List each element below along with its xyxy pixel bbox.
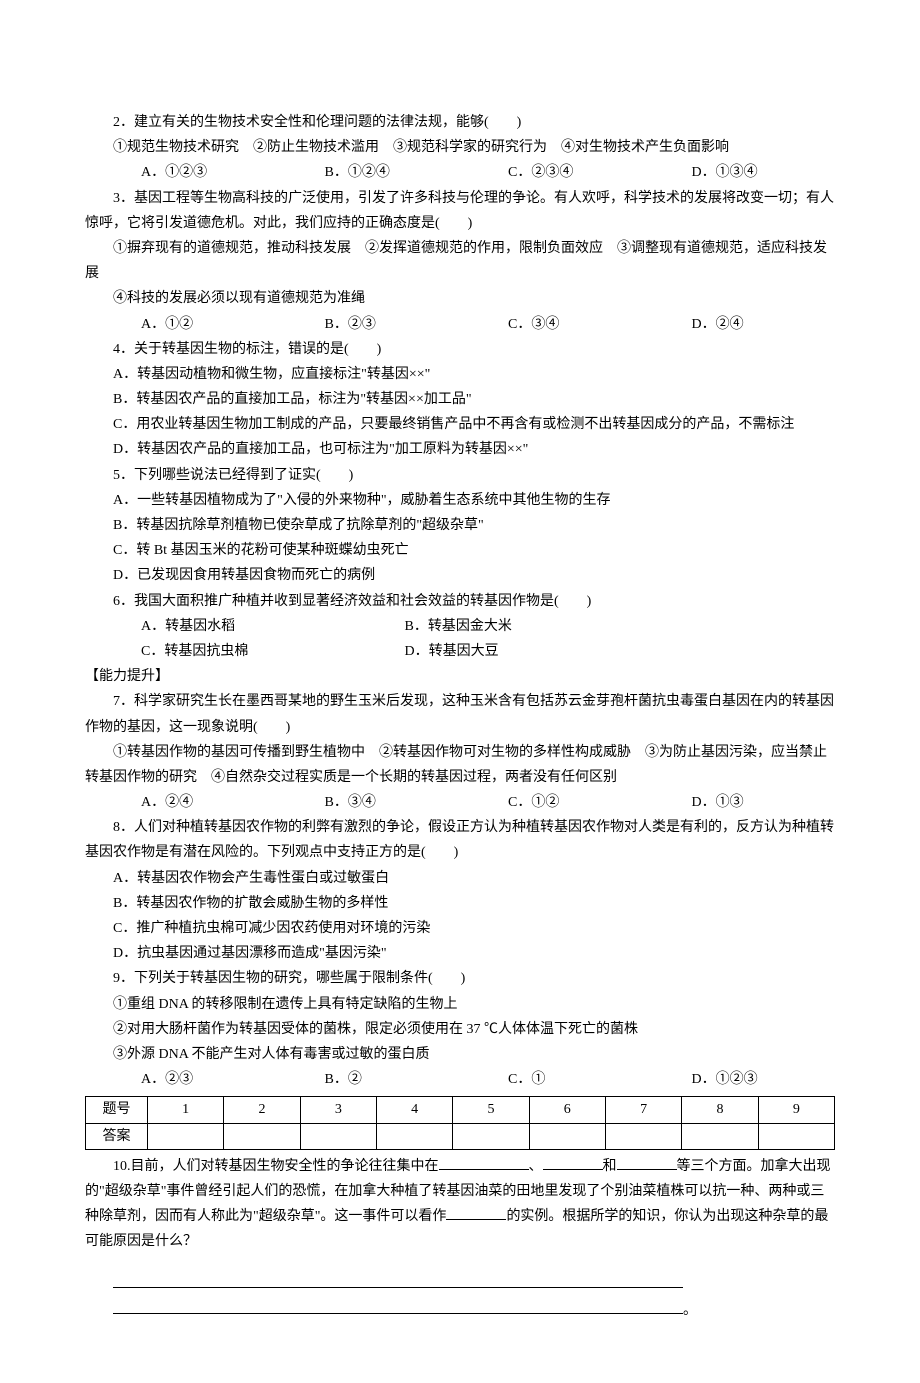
q6-stem: 6．我国大面积推广种植并收到显著经济效益和社会效益的转基因作物是( ) bbox=[85, 589, 835, 614]
q9-stem: 9．下列关于转基因生物的研究，哪些属于限制条件( ) bbox=[85, 966, 835, 991]
q8-opt-b: B．转基因农作物的扩散会威胁生物的多样性 bbox=[85, 891, 835, 916]
q3-sub2: ④科技的发展必须以现有道德规范为准绳 bbox=[85, 286, 835, 311]
row1-label: 题号 bbox=[86, 1097, 148, 1123]
q3-stem: 3．基因工程等生物高科技的广泛使用，引发了许多科技与伦理的争论。有人欢呼，科学技… bbox=[85, 186, 835, 236]
q4-opt-a: A．转基因动植物和微生物，应直接标注"转基因××" bbox=[85, 362, 835, 387]
col-9: 9 bbox=[758, 1097, 834, 1123]
blank-line-1 bbox=[113, 1274, 683, 1288]
answer-line-2: 。 bbox=[85, 1298, 835, 1323]
q7-stem: 7．科学家研究生长在墨西哥某地的野生玉米后发现，这种玉米含有包括苏云金芽孢杆菌抗… bbox=[85, 689, 835, 739]
col-4: 4 bbox=[376, 1097, 452, 1123]
table-row-answers: 答案 bbox=[86, 1123, 835, 1149]
q5-opt-a: A．一些转基因植物成为了"入侵的外来物种"，威胁着生态系统中其他生物的生存 bbox=[85, 488, 835, 513]
q2-subs: ①规范生物技术研究 ②防止生物技术滥用 ③规范科学家的研究行为 ④对生物技术产生… bbox=[85, 135, 835, 160]
q10-mid2: 和 bbox=[603, 1159, 617, 1174]
q9-opt-c: C．① bbox=[480, 1067, 660, 1092]
q2-stem: 2．建立有关的生物技术安全性和伦理问题的法律法规，能够( ) bbox=[85, 110, 835, 135]
q9-opt-b: B．② bbox=[297, 1067, 477, 1092]
q9-s2: ②对用大肠杆菌作为转基因受体的菌株，限定必须使用在 37 ℃人体体温下死亡的菌株 bbox=[85, 1017, 835, 1042]
q7-subs: ①转基因作物的基因可传播到野生植物中 ②转基因作物可对生物的多样性构成威胁 ③为… bbox=[85, 740, 835, 790]
q4-opt-d: D．转基因农产品的直接加工品，也可标注为"加工原料为转基因××" bbox=[85, 437, 835, 462]
q10-body: 10.目前，人们对转基因生物安全性的争论往往集中在、和等三个方面。加拿大出现的"… bbox=[85, 1154, 835, 1255]
blank-1 bbox=[439, 1156, 529, 1170]
answer-line-1 bbox=[85, 1272, 835, 1297]
q6-options-2: C．转基因抗虫棉 D．转基因大豆 bbox=[85, 639, 835, 664]
q7-opt-c: C．①② bbox=[480, 790, 660, 815]
q3-sub1: ①摒弃现有的道德规范，推动科技发展 ②发挥道德规范的作用，限制负面效应 ③调整现… bbox=[85, 236, 835, 286]
row2-label: 答案 bbox=[86, 1123, 148, 1149]
q7-opt-a: A．②④ bbox=[113, 790, 293, 815]
q8-opt-d: D．抗虫基因通过基因漂移而造成"基因污染" bbox=[85, 941, 835, 966]
q10-mid1: 、 bbox=[529, 1159, 543, 1174]
ans-1 bbox=[148, 1123, 224, 1149]
q8-opt-a: A．转基因农作物会产生毒性蛋白或过敏蛋白 bbox=[85, 866, 835, 891]
q3-opt-a: A．①② bbox=[113, 312, 293, 337]
q7-opt-b: B．③④ bbox=[297, 790, 477, 815]
blank-4 bbox=[446, 1206, 506, 1220]
q7-options: A．②④ B．③④ C．①② D．①③ bbox=[85, 790, 835, 815]
q9-opt-d: D．①②③ bbox=[664, 1067, 758, 1092]
q10-pre: 10.目前，人们对转基因生物安全性的争论往往集中在 bbox=[113, 1159, 439, 1174]
q9-s1: ①重组 DNA 的转移限制在遗传上具有特定缺陷的生物上 bbox=[85, 992, 835, 1017]
col-2: 2 bbox=[224, 1097, 300, 1123]
q7-opt-d: D．①③ bbox=[664, 790, 744, 815]
ans-6 bbox=[529, 1123, 605, 1149]
ans-3 bbox=[300, 1123, 376, 1149]
q3-opt-b: B．②③ bbox=[297, 312, 477, 337]
ans-9 bbox=[758, 1123, 834, 1149]
ans-4 bbox=[376, 1123, 452, 1149]
q6-opt-d: D．转基因大豆 bbox=[377, 639, 499, 664]
q5-opt-b: B．转基因抗除草剂植物已使杂草成了抗除草剂的"超级杂草" bbox=[85, 513, 835, 538]
col-7: 7 bbox=[605, 1097, 681, 1123]
q6-opt-c: C．转基因抗虫棉 bbox=[113, 639, 373, 664]
q9-opt-a: A．②③ bbox=[113, 1067, 293, 1092]
q3-options: A．①② B．②③ C．③④ D．②④ bbox=[85, 312, 835, 337]
q6-opt-b: B．转基因金大米 bbox=[377, 614, 512, 639]
table-row-header: 题号 1 2 3 4 5 6 7 8 9 bbox=[86, 1097, 835, 1123]
col-1: 1 bbox=[148, 1097, 224, 1123]
q9-options: A．②③ B．② C．① D．①②③ bbox=[85, 1067, 835, 1092]
col-3: 3 bbox=[300, 1097, 376, 1123]
q8-stem: 8．人们对种植转基因农作物的利弊有激烈的争论，假设正方认为种植转基因农作物对人类… bbox=[85, 815, 835, 865]
ans-2 bbox=[224, 1123, 300, 1149]
col-8: 8 bbox=[682, 1097, 758, 1123]
q2-opt-a: A．①②③ bbox=[113, 160, 293, 185]
q2-opt-c: C．②③④ bbox=[480, 160, 660, 185]
q4-opt-c: C．用农业转基因生物加工制成的产品，只要最终销售产品中不再含有或检测不出转基因成… bbox=[85, 412, 835, 437]
q6-options-1: A．转基因水稻 B．转基因金大米 bbox=[85, 614, 835, 639]
q3-opt-d: D．②④ bbox=[664, 312, 744, 337]
q4-stem: 4．关于转基因生物的标注，错误的是( ) bbox=[85, 337, 835, 362]
q2-opt-d: D．①③④ bbox=[664, 160, 758, 185]
col-5: 5 bbox=[453, 1097, 529, 1123]
q8-opt-c: C．推广种植抗虫棉可减少因农药使用对环境的污染 bbox=[85, 916, 835, 941]
answer-table: 题号 1 2 3 4 5 6 7 8 9 答案 bbox=[85, 1096, 835, 1149]
q3-opt-c: C．③④ bbox=[480, 312, 660, 337]
col-6: 6 bbox=[529, 1097, 605, 1123]
q2-opt-b: B．①②④ bbox=[297, 160, 477, 185]
ans-5 bbox=[453, 1123, 529, 1149]
blank-3 bbox=[617, 1156, 677, 1170]
blank-2 bbox=[543, 1156, 603, 1170]
q9-s3: ③外源 DNA 不能产生对人体有毒害或过敏的蛋白质 bbox=[85, 1042, 835, 1067]
q6-opt-a: A．转基因水稻 bbox=[113, 614, 373, 639]
q4-opt-b: B．转基因农产品的直接加工品，标注为"转基因××加工品" bbox=[85, 387, 835, 412]
q5-stem: 5．下列哪些说法已经得到了证实( ) bbox=[85, 463, 835, 488]
q5-opt-d: D．已发现因食用转基因食物而死亡的病例 bbox=[85, 563, 835, 588]
ans-7 bbox=[605, 1123, 681, 1149]
q2-options: A．①②③ B．①②④ C．②③④ D．①③④ bbox=[85, 160, 835, 185]
ans-8 bbox=[682, 1123, 758, 1149]
section-heading: 【能力提升】 bbox=[85, 664, 835, 689]
q5-opt-c: C．转 Bt 基因玉米的花粉可使某种斑蝶幼虫死亡 bbox=[85, 538, 835, 563]
